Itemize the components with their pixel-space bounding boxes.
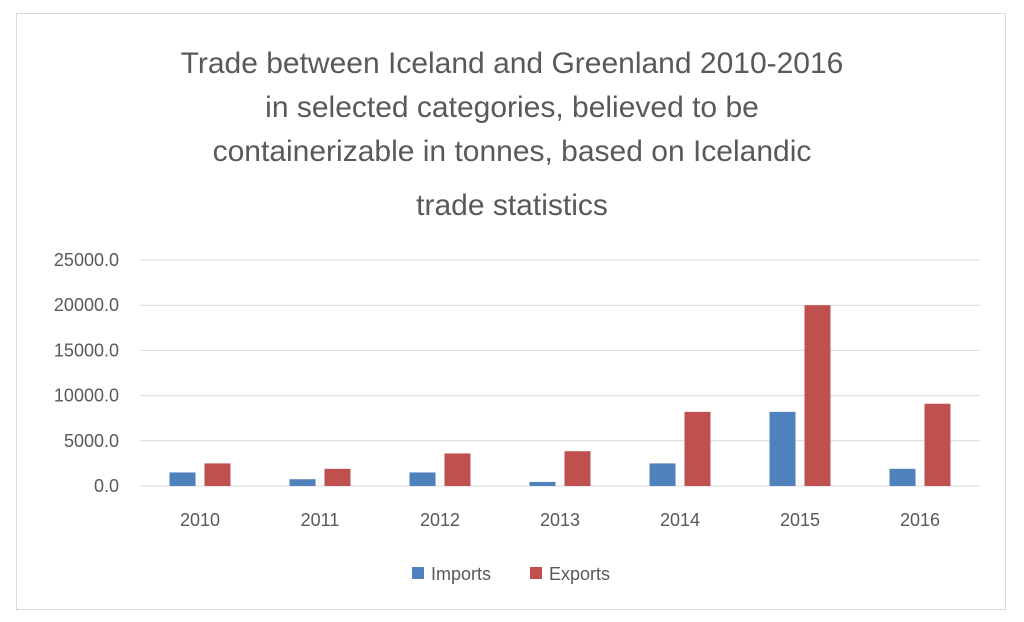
bars [169,305,951,486]
chart-title-line-1: Trade between Iceland and Greenland 2010… [181,47,844,80]
bar-exports-2012 [444,453,471,486]
bar-imports-2015 [769,411,796,486]
y-tick-label: 20000.0 [54,295,119,315]
chart-title-line-2: in selected categories, believed to be [265,91,759,124]
x-tick-label: 2013 [540,510,580,530]
bar-exports-2011 [324,468,351,486]
y-tick-label: 15000.0 [54,340,119,360]
chart-frame [16,13,1006,610]
y-tick-label: 10000.0 [54,386,119,406]
bar-imports-2011 [289,479,316,486]
y-axis-ticks: 0.0 5000.0 10000.0 15000.0 20000.0 25000.0 [54,250,119,496]
bar-imports-2016 [889,468,916,486]
legend-swatch-exports [530,567,542,579]
legend-label-exports: Exports [549,564,610,584]
chart-title-line-4: trade statistics [416,189,608,222]
x-axis-ticks: 2010 2011 2012 2013 2014 2015 2016 [180,510,940,530]
bar-exports-2015 [804,305,831,486]
bar-imports-2012 [409,472,436,486]
legend-swatch-imports [412,567,424,579]
chart-title: Trade between Iceland and Greenland 2010… [181,47,844,222]
y-tick-label: 25000.0 [54,250,119,270]
bar-exports-2010 [204,463,231,486]
gridlines [140,259,980,487]
bar-exports-2016 [924,403,951,486]
x-tick-label: 2015 [780,510,820,530]
bar-imports-2013 [529,481,556,486]
bar-imports-2010 [169,472,196,486]
bar-exports-2013 [564,451,591,486]
y-tick-label: 5000.0 [64,431,119,451]
x-tick-label: 2010 [180,510,220,530]
x-tick-label: 2012 [420,510,460,530]
x-tick-label: 2016 [900,510,940,530]
y-tick-label: 0.0 [94,476,119,496]
x-tick-label: 2014 [660,510,700,530]
x-tick-label: 2011 [301,510,340,530]
bar-imports-2014 [649,463,676,486]
bar-exports-2014 [684,411,711,486]
chart-title-line-3: containerizable in tonnes, based on Icel… [213,135,812,168]
legend: Imports Exports [412,564,610,584]
legend-label-imports: Imports [431,564,491,584]
